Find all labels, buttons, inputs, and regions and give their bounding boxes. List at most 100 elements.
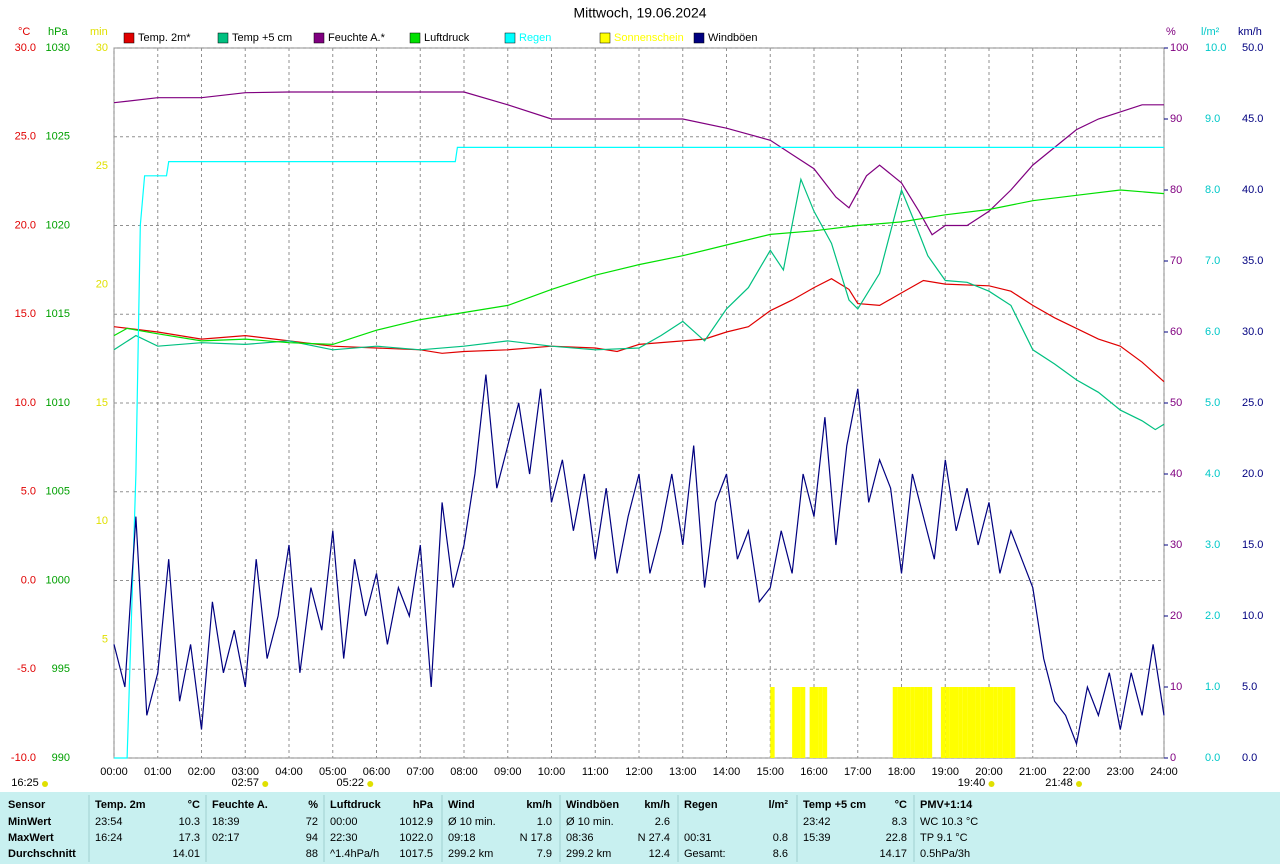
y-tick-label: 5.0 [1242, 681, 1257, 693]
table-cell: 16:24 [95, 832, 123, 844]
y-tick-label: 30 [96, 42, 108, 54]
y-tick-label: 1000 [46, 574, 70, 586]
series-line [114, 146, 1164, 759]
table-unit: l/m² [768, 799, 788, 811]
table-unit: °C [188, 799, 200, 811]
table-cell: Gesamt: [684, 848, 726, 860]
table-cell: 17.3 [179, 832, 200, 844]
x-tick-label: 13:00 [669, 766, 697, 778]
sunshine-bar [910, 687, 915, 758]
x-tick-label: 01:00 [144, 766, 172, 778]
table-cell: 14.17 [879, 848, 907, 860]
x-tick-label: 11:00 [582, 766, 609, 778]
x-tick-label: 06:00 [363, 766, 391, 778]
legend-label: Luftdruck [424, 32, 470, 44]
chart-title: Mittwoch, 19.06.2024 [573, 5, 706, 21]
y-tick-label: 15.0 [15, 308, 36, 320]
table-cell: 2.6 [655, 816, 670, 828]
sunshine-bar [989, 687, 994, 758]
legend-swatch [599, 32, 611, 44]
table-cell: 7.9 [537, 848, 552, 860]
table-background [0, 792, 1280, 864]
y-tick-label: 15.0 [1242, 539, 1263, 551]
x-tick-label: 05:00 [319, 766, 347, 778]
legend-swatch [217, 32, 229, 44]
time-marker: 05:22 [336, 777, 364, 789]
series-line [113, 374, 1165, 746]
table-cell: 12.4 [649, 848, 670, 860]
table-cell: 1017.5 [399, 848, 433, 860]
table-cell: 08:36 [566, 832, 594, 844]
y-tick-label: 30.0 [15, 42, 36, 54]
x-tick-label: 22:00 [1063, 766, 1091, 778]
table-cell: 09:18 [448, 832, 476, 844]
x-tick-label: 08:00 [450, 766, 478, 778]
axis-unit: hPa [48, 26, 68, 38]
y-tick-label: 80 [1170, 184, 1182, 196]
y-tick-label: 0.0 [1242, 752, 1257, 764]
y-tick-label: 3.0 [1205, 539, 1220, 551]
table-header: Feuchte A. [212, 799, 268, 811]
table-cell: 22:30 [330, 832, 358, 844]
y-tick-label: 2.0 [1205, 610, 1220, 622]
x-tick-label: 17:00 [844, 766, 872, 778]
table-cell: 00:31 [684, 832, 712, 844]
sunshine-bar [997, 687, 1003, 758]
y-tick-label: 995 [52, 663, 70, 675]
series-line [113, 189, 1165, 346]
y-tick-label: 1030 [46, 42, 70, 54]
sunshine-bar [949, 687, 955, 758]
y-tick-label: 25.0 [15, 131, 36, 143]
y-tick-label: 1025 [46, 131, 70, 143]
sunshine-bar [901, 687, 906, 758]
legend-swatch [409, 32, 421, 44]
y-tick-label: 25 [96, 160, 108, 172]
x-tick-label: 14:00 [713, 766, 741, 778]
time-marker: 19:40 [958, 777, 986, 789]
sunshine-bar [818, 687, 823, 758]
row-header: MaxWert [8, 832, 54, 844]
table-cell: 299.2 km [448, 848, 493, 860]
time-marker: 21:48 [1045, 777, 1073, 789]
sunshine-bar [914, 687, 920, 758]
sunshine-bar [993, 687, 998, 758]
x-tick-label: 12:00 [625, 766, 653, 778]
table-unit: % [308, 799, 318, 811]
y-tick-label: 1015 [46, 308, 70, 320]
axis-unit: l/m² [1201, 26, 1220, 38]
y-tick-label: 1010 [46, 397, 70, 409]
row-header: Durchschnitt [8, 848, 76, 860]
table-cell: 22.8 [886, 832, 907, 844]
y-tick-label: 50 [1170, 397, 1182, 409]
y-tick-label: 5 [102, 634, 108, 646]
sunshine-bar [796, 687, 801, 758]
sunshine-bar [980, 687, 985, 758]
legend-swatch [313, 32, 325, 44]
y-tick-label: 90 [1170, 113, 1182, 125]
x-tick-label: 16:00 [800, 766, 828, 778]
y-tick-label: 25.0 [1242, 397, 1263, 409]
y-tick-label: 20 [96, 279, 108, 291]
table-cell: 1.0 [537, 816, 552, 828]
table-header: Sensor [8, 799, 46, 811]
legend-label: Feuchte A.* [328, 32, 386, 44]
sunshine-bar [945, 687, 950, 758]
y-tick-label: 10 [96, 515, 108, 527]
sunshine-bar [958, 687, 963, 758]
y-tick-label: 60 [1170, 326, 1182, 338]
sunshine-bar [897, 687, 902, 758]
y-tick-label: 20 [1170, 610, 1182, 622]
axis-unit: °C [18, 26, 30, 38]
series-line [113, 278, 1165, 383]
sun-icon [1076, 781, 1082, 787]
y-tick-label: 100 [1170, 42, 1188, 54]
legend-label: Regen [519, 32, 551, 44]
sunshine-bar [1010, 687, 1016, 758]
sun-icon [367, 781, 374, 787]
y-tick-label: 0 [1170, 752, 1176, 764]
x-tick-label: 21:00 [1019, 766, 1047, 778]
table-cell: N 17.8 [520, 832, 552, 844]
y-tick-label: 40.0 [1242, 184, 1263, 196]
x-tick-label: 20:00 [975, 766, 1003, 778]
